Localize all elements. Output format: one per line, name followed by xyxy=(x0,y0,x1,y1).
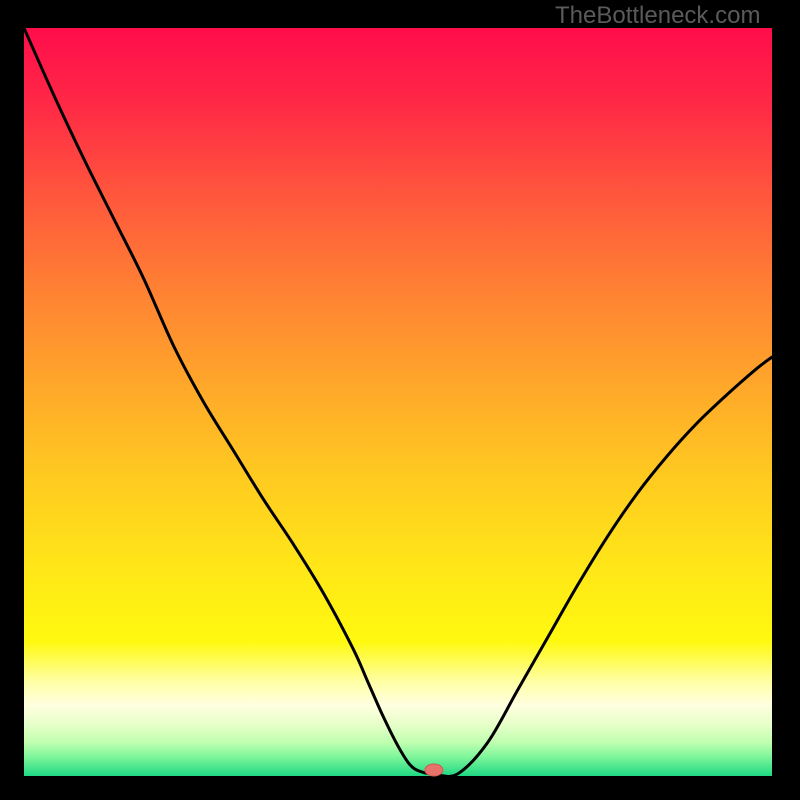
chart-stage: TheBottleneck.com xyxy=(0,0,800,800)
chart-svg xyxy=(0,0,800,800)
plot-background xyxy=(24,28,772,776)
optimum-marker xyxy=(425,764,443,776)
watermark-text: TheBottleneck.com xyxy=(555,2,760,30)
